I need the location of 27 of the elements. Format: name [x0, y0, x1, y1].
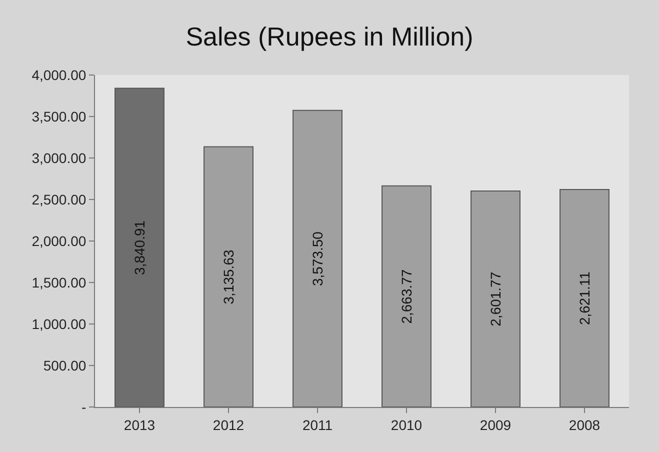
data-label: 2,621.11	[576, 271, 592, 326]
data-label: 3,573.50	[310, 231, 326, 286]
x-tick-label: 2011	[302, 416, 333, 433]
x-tick-label: 2008	[568, 416, 600, 433]
bar	[204, 146, 254, 407]
y-tick-label: 3,000.00	[32, 150, 86, 166]
bar	[292, 110, 342, 407]
y-tick-label: 500.00	[43, 357, 86, 374]
chart-title: Sales (Rupees in Million)	[186, 21, 474, 52]
bar	[470, 190, 520, 407]
y-tick-label: 1,000.00	[32, 316, 86, 332]
x-tick-label: 2010	[390, 416, 422, 433]
data-label: 3,135.63	[220, 250, 237, 304]
bar	[382, 185, 432, 407]
data-label: 2,601.77	[488, 272, 504, 326]
data-label: 3,840.91	[131, 220, 148, 275]
y-tick-label: 2,000.00	[32, 232, 86, 249]
y-tick-label: 2,500.00	[32, 191, 86, 208]
y-tick-label: 3,500.00	[32, 108, 86, 124]
y-tick-label: 1,500.00	[32, 274, 86, 290]
bar	[560, 188, 610, 407]
y-tick-label: -	[82, 398, 87, 415]
x-tick-label: 2012	[212, 416, 244, 433]
y-tick-label: 4,000.00	[32, 66, 86, 83]
x-tick-label: 2009	[480, 416, 512, 433]
x-tick-label: 2013	[124, 416, 156, 433]
data-label: 2,663.77	[398, 269, 414, 324]
